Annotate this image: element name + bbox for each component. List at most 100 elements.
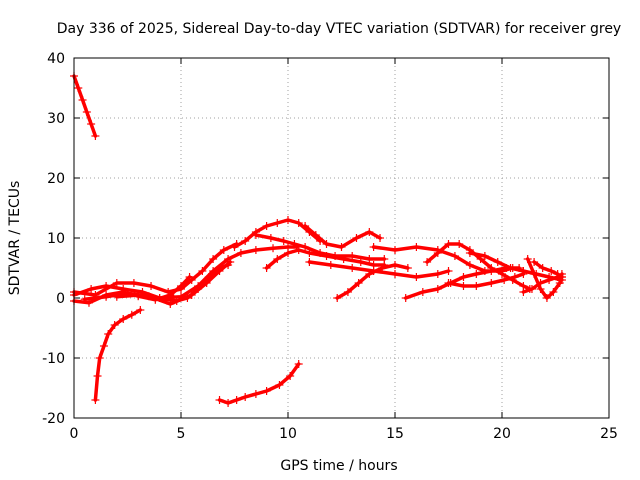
data-point bbox=[356, 258, 365, 266]
data-point bbox=[348, 252, 357, 260]
data-point bbox=[365, 255, 374, 263]
data-point bbox=[527, 285, 536, 293]
data-point bbox=[232, 396, 241, 404]
data-point bbox=[147, 282, 156, 290]
data-point bbox=[500, 276, 509, 284]
data-point bbox=[91, 132, 100, 140]
data-point bbox=[305, 249, 314, 257]
data-point bbox=[376, 234, 385, 242]
data-point bbox=[530, 258, 539, 266]
data-point bbox=[127, 310, 136, 319]
data-point bbox=[129, 279, 138, 287]
series-trace bbox=[72, 74, 98, 138]
data-point bbox=[224, 399, 233, 407]
series-trace bbox=[93, 308, 143, 402]
data-point bbox=[177, 285, 185, 293]
series-arc-11 bbox=[262, 246, 389, 272]
ticks: 0 5 10 15 20 25 -20 -10 0 10 20 30 40 bbox=[42, 51, 618, 442]
data-point bbox=[322, 252, 331, 260]
data-point bbox=[95, 354, 104, 362]
data-point bbox=[391, 246, 399, 254]
data-point bbox=[284, 216, 292, 224]
series-arc-5 bbox=[70, 240, 241, 299]
data-point bbox=[110, 321, 119, 329]
data-point bbox=[286, 372, 295, 380]
series-arc-10 bbox=[251, 231, 389, 263]
data-point bbox=[294, 246, 303, 254]
data-point bbox=[343, 288, 352, 296]
data-point bbox=[251, 231, 260, 239]
data-point bbox=[294, 360, 303, 368]
data-point bbox=[93, 372, 102, 380]
data-point bbox=[202, 279, 211, 287]
data-point bbox=[459, 273, 468, 281]
data-point bbox=[337, 243, 346, 251]
y-tick-label: 20 bbox=[47, 171, 65, 187]
data-point bbox=[112, 279, 121, 287]
data-point bbox=[472, 270, 481, 278]
y-tick-label: -10 bbox=[42, 351, 65, 367]
data-point bbox=[487, 279, 496, 287]
data-point bbox=[198, 267, 207, 275]
data-point bbox=[301, 222, 310, 230]
data-point bbox=[87, 120, 96, 128]
data-point bbox=[251, 390, 260, 398]
data-point bbox=[465, 261, 474, 269]
grid bbox=[74, 58, 609, 418]
data-point bbox=[290, 240, 299, 248]
data-point bbox=[177, 292, 185, 301]
data-point bbox=[262, 264, 271, 272]
data-point bbox=[112, 292, 121, 301]
data-point bbox=[194, 282, 203, 290]
data-point bbox=[506, 264, 515, 272]
series-arc-22 bbox=[530, 258, 566, 281]
data-point bbox=[275, 381, 284, 389]
data-point bbox=[538, 264, 547, 272]
data-point bbox=[412, 273, 421, 281]
data-point bbox=[450, 252, 459, 260]
data-point bbox=[82, 108, 91, 116]
data-point bbox=[519, 288, 528, 296]
series-trace bbox=[72, 242, 239, 297]
data-point bbox=[536, 279, 545, 287]
data-point bbox=[78, 96, 87, 104]
series-arc-13 bbox=[333, 261, 412, 302]
data-point bbox=[433, 270, 442, 278]
series-arc-8 bbox=[215, 360, 303, 407]
data-point bbox=[391, 261, 399, 269]
series-arc-12 bbox=[301, 222, 385, 251]
y-tick-label: -20 bbox=[42, 411, 65, 427]
data-point bbox=[354, 279, 363, 287]
data-point bbox=[241, 393, 250, 401]
data-point bbox=[547, 267, 556, 275]
data-point bbox=[455, 240, 464, 248]
data-point bbox=[472, 282, 481, 290]
series-trace bbox=[254, 233, 387, 261]
data-point bbox=[542, 294, 551, 302]
chart-title: Day 336 of 2025, Sidereal Day-to-day VTE… bbox=[57, 21, 621, 37]
data-point bbox=[273, 219, 282, 227]
y-tick-label: 40 bbox=[47, 51, 65, 67]
data-point bbox=[403, 264, 412, 272]
series-arc-7 bbox=[112, 243, 301, 302]
data-point bbox=[166, 300, 175, 308]
data-point bbox=[459, 282, 468, 290]
data-point bbox=[549, 288, 558, 296]
data-point bbox=[305, 258, 314, 266]
data-point bbox=[444, 240, 453, 248]
data-point bbox=[519, 267, 528, 275]
data-point bbox=[391, 270, 399, 278]
data-point bbox=[322, 240, 331, 248]
data-point bbox=[273, 255, 282, 263]
series-layer bbox=[70, 72, 566, 407]
data-point bbox=[80, 295, 89, 304]
data-point bbox=[480, 252, 489, 260]
data-point bbox=[102, 292, 111, 301]
y-tick-label: 0 bbox=[56, 291, 65, 307]
data-point bbox=[134, 291, 143, 299]
series-trace bbox=[264, 248, 387, 270]
data-point bbox=[262, 387, 271, 395]
series-trace bbox=[115, 245, 299, 300]
x-tick-label: 10 bbox=[279, 426, 297, 442]
data-point bbox=[136, 306, 145, 314]
